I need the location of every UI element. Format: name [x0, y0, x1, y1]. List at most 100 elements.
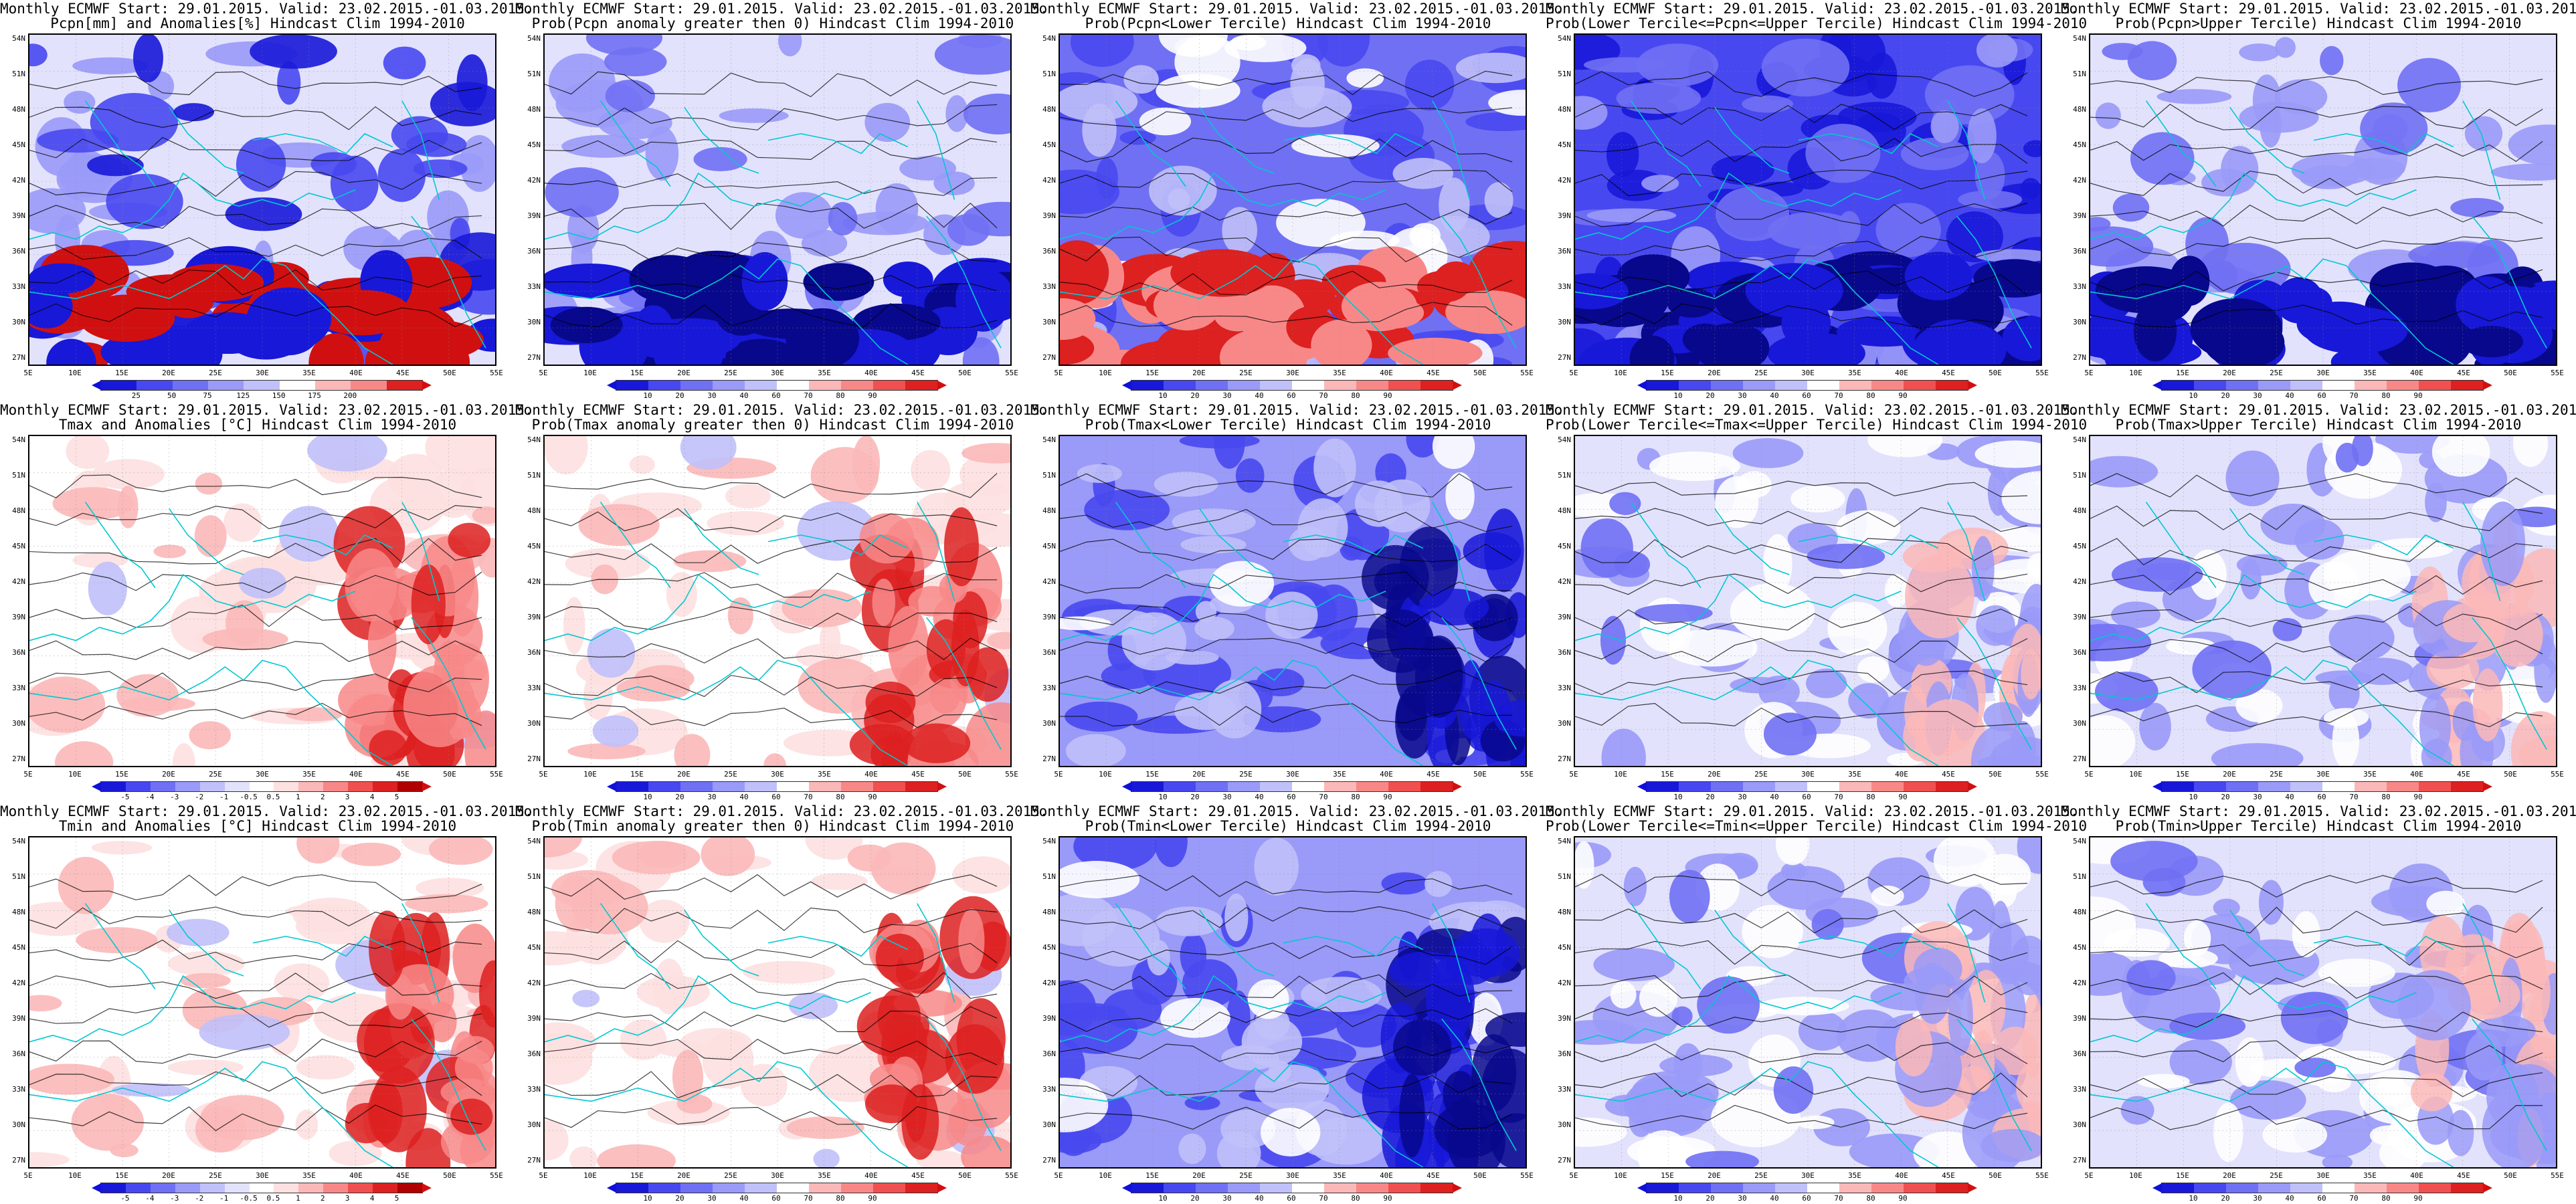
- colorbar: [1637, 781, 1977, 792]
- shade-blob: [377, 148, 426, 202]
- colorbar-tick: 10: [1158, 793, 1168, 801]
- lon-label: 55E: [1520, 369, 1534, 377]
- lon-label: 35E: [818, 770, 831, 779]
- colorbar-tick: 30: [2253, 391, 2262, 400]
- lat-label: 51N: [1042, 70, 1056, 78]
- east-region-blob: [456, 1035, 494, 1064]
- colorbar-segment: [1647, 1183, 1679, 1193]
- shade-blob: [1807, 543, 1885, 569]
- shade-blob: [1180, 536, 1247, 554]
- colorbar-tick: 10: [643, 391, 652, 400]
- shade-blob: [58, 856, 114, 914]
- colorbar-segment: [1743, 381, 1775, 390]
- east-region-blob: [1399, 526, 1458, 609]
- colorbar-tick: 40: [739, 793, 749, 801]
- contour-line: [2090, 104, 2543, 130]
- shade-blob: [1179, 436, 1260, 449]
- lon-label: 30E: [2316, 1171, 2330, 1180]
- shade-blob: [2213, 1102, 2243, 1163]
- lat-label: 54N: [1558, 837, 1571, 845]
- east-region-blob: [888, 605, 929, 688]
- lat-label: 30N: [12, 1120, 25, 1129]
- map-field: [2090, 35, 2556, 365]
- east-region-blob: [865, 682, 916, 723]
- south-band-blob: [545, 264, 640, 298]
- contour-line: [1060, 473, 1513, 498]
- shade-blob: [1742, 904, 1803, 959]
- lon-label: 45E: [2457, 369, 2470, 377]
- lat-label: 48N: [527, 506, 541, 515]
- shade-blob: [166, 918, 229, 946]
- colorbar-segment: [1679, 782, 1711, 791]
- colorbar-segment: [648, 782, 680, 791]
- colorbar-tick: 70: [2349, 793, 2359, 801]
- map-field: [1060, 35, 1526, 365]
- shade-blob: [1827, 601, 1888, 656]
- colorbar-segment: [136, 381, 173, 390]
- shade-blob: [1742, 95, 1794, 113]
- shade-blob: [71, 1094, 145, 1151]
- colorbar-segment: [125, 782, 151, 791]
- colorbar-tick: 150: [272, 391, 286, 400]
- colorbar-tick: -0.5: [240, 1194, 258, 1203]
- colorbar-segment: [125, 1183, 151, 1193]
- shade-blob: [87, 154, 144, 177]
- shade-blob: [1172, 508, 1256, 536]
- lat-label: 54N: [2073, 837, 2086, 845]
- lon-label: 30E: [771, 1171, 784, 1180]
- lat-label: 51N: [527, 70, 541, 78]
- shade-blob: [1976, 35, 2018, 68]
- shade-blob: [111, 1083, 191, 1097]
- shade-blob: [2090, 715, 2136, 766]
- shade-blob: [545, 1120, 569, 1161]
- lon-label: 30E: [256, 1171, 269, 1180]
- coastline: [1060, 660, 1317, 701]
- shade-blob: [194, 515, 227, 558]
- map-field: [1575, 436, 2041, 766]
- lat-label: 51N: [1558, 70, 1571, 78]
- lon-label: 50E: [1473, 369, 1487, 377]
- lat-label: 33N: [1558, 282, 1571, 291]
- colorbar-segment: [348, 782, 373, 791]
- colorbar-tick: 40: [1255, 391, 1264, 400]
- shade-blob: [1178, 1133, 1206, 1165]
- lon-label: 30E: [1801, 369, 1815, 377]
- contour-line: [2090, 704, 2543, 728]
- coastline: [1831, 666, 1939, 766]
- colorbar-tick: 70: [804, 1194, 813, 1203]
- shade-blob: [239, 567, 287, 599]
- shade-blob: [1716, 186, 1790, 241]
- lon-label: 20E: [1192, 770, 1206, 779]
- shade-blob: [274, 963, 329, 1002]
- coastline: [2462, 903, 2501, 1003]
- east-region-blob: [2021, 649, 2041, 700]
- shade-blob: [561, 134, 649, 158]
- coastline: [2313, 132, 2454, 155]
- panel-title: Monthly ECMWF Start: 29.01.2015. Valid: …: [2061, 403, 2576, 432]
- lon-label: 10E: [2129, 770, 2142, 779]
- coastline: [29, 975, 356, 1043]
- colorbar-tick: 70: [1834, 793, 1843, 801]
- panel-title: Monthly ECMWF Start: 29.01.2015. Valid: …: [1030, 1, 1564, 31]
- lat-label: 36N: [2073, 1049, 2086, 1058]
- shade-blob: [545, 167, 619, 218]
- shade-blob: [1123, 65, 1159, 94]
- shade-blob: [1697, 976, 1760, 1034]
- colorbar-segment: [1904, 782, 1936, 791]
- coastline: [2346, 666, 2454, 766]
- colorbar-high-arrow: [1453, 1183, 1462, 1193]
- contour-line: [1060, 974, 1513, 999]
- lat-label: 45N: [1042, 542, 1056, 550]
- shade-blob: [1610, 981, 1637, 1009]
- colorbar: [2152, 781, 2492, 792]
- colorbar-segment: [713, 782, 745, 791]
- panel-title: Monthly ECMWF Start: 29.01.2015. Valid: …: [1546, 804, 2087, 833]
- contour-line: [1575, 1041, 2028, 1065]
- map-field: [1060, 436, 1526, 766]
- lat-label: 39N: [1042, 211, 1056, 220]
- lat-label: 48N: [527, 908, 541, 916]
- south-band-blob: [1213, 293, 1263, 332]
- colorbar-tick: 60: [771, 391, 781, 400]
- colorbar: [92, 1183, 432, 1193]
- shade-blob: [778, 35, 802, 57]
